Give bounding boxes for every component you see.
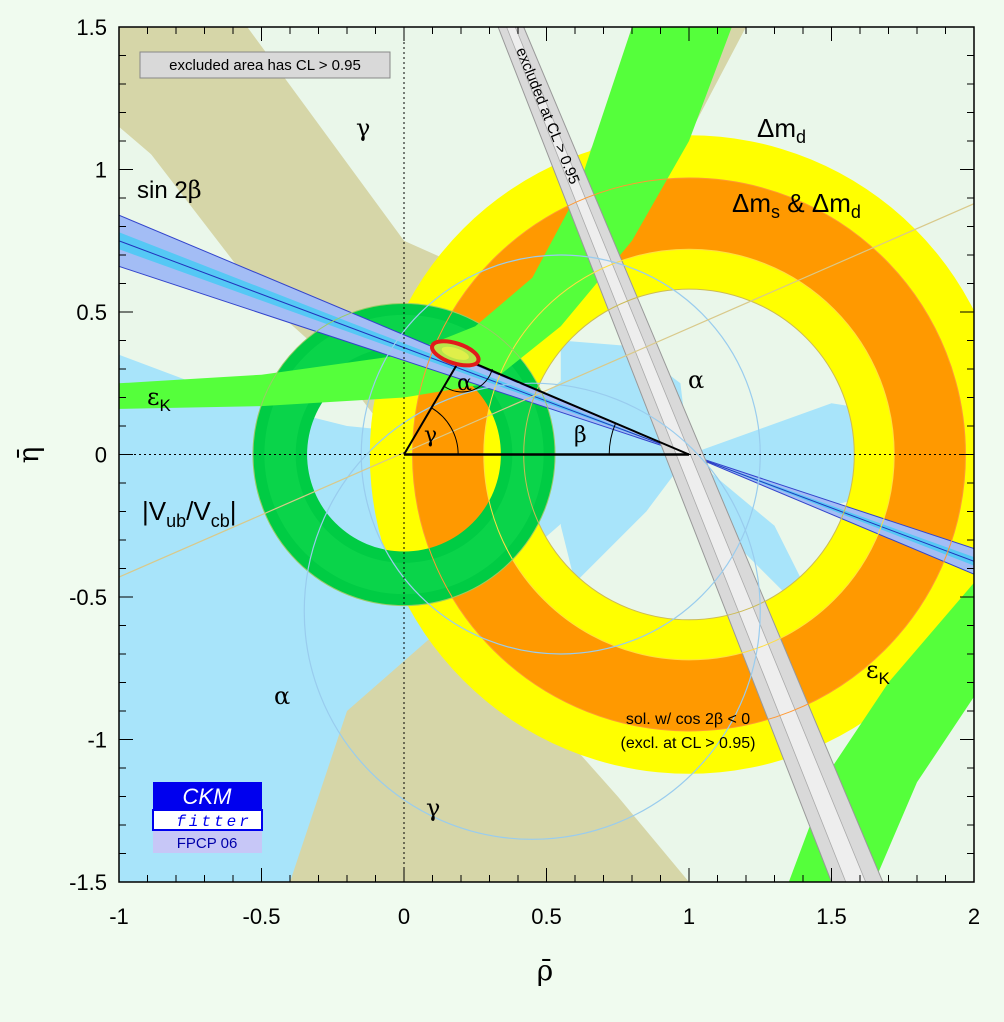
sin2beta-edge-line-0 — [119, 265, 974, 550]
x-tick-label: 0 — [398, 904, 410, 929]
triangle-left-side — [403, 357, 462, 456]
alpha-angle-label: α — [457, 371, 472, 396]
triangle-right-side — [460, 356, 690, 456]
sin2beta-center-line — [119, 240, 974, 562]
y-tick-label: 1 — [95, 158, 107, 183]
beta-angle-arc — [608, 423, 616, 455]
legend-note-text: excluded area has CL > 0.95 — [169, 57, 361, 74]
apex-cl-core — [441, 346, 469, 360]
gamma-contour-line — [119, 203, 974, 578]
y-tick-label: 1.5 — [76, 15, 107, 40]
sin2beta-wedge-inner — [119, 232, 974, 566]
logo-ckm-text: CKM — [183, 784, 233, 809]
cos2beta-solution-line2: (excl. at CL > 0.95) — [620, 735, 755, 752]
x-tick-label: 1 — [683, 904, 695, 929]
beta-angle-label: β — [574, 423, 587, 448]
plot-area — [119, 27, 974, 882]
alpha-label-right: α — [688, 366, 704, 394]
y-axis-label: η̄ — [12, 447, 45, 464]
ckmfitter-logo: CKM fitter FPCP 06 — [152, 782, 263, 853]
epsilon-k-upper-band — [119, 27, 732, 409]
legend-note: excluded area has CL > 0.95 — [139, 51, 391, 79]
y-tick-label: 0 — [95, 443, 107, 468]
legend-note-box — [139, 51, 391, 79]
logo-top-bar — [153, 782, 262, 810]
x-axis-label: ρ̄ — [537, 954, 553, 987]
x-tick-label: 1.5 — [816, 904, 847, 929]
alpha-region-right — [689, 454, 818, 612]
alpha-region-main — [119, 354, 974, 882]
alpha-label-bottom: α — [274, 682, 290, 710]
axis-ticks — [118, 26, 975, 883]
unitarity-triangle — [403, 356, 690, 456]
logo-middle-bar — [152, 809, 263, 831]
epsilon-k-label-left: εK — [147, 383, 171, 415]
gamma-label-top: γ — [356, 114, 370, 142]
alpha-angle-arc — [443, 368, 493, 393]
gamma-label-bottom: γ — [426, 794, 440, 822]
logo-fitter-text: fitter — [176, 813, 252, 831]
axis-tick-labels: -1 -0.5 0 0.5 1 1.5 2-1.5-1-0.500.511.5 — [69, 15, 980, 929]
x-tick-label: -0.5 — [243, 904, 281, 929]
gamma-angle-arc — [431, 407, 459, 455]
gamma-angle-label: γ — [424, 423, 437, 448]
x-tick-label: 0.5 — [531, 904, 562, 929]
sin2beta-label: sin 2β — [137, 176, 202, 204]
alpha-contour-circle-1 — [303, 382, 761, 840]
delta-md-label: Δmd — [757, 113, 806, 147]
x-tick-label: -1 — [109, 904, 129, 929]
delta-ms-label: Δms & Δmd — [732, 188, 861, 222]
y-tick-label: 0.5 — [76, 300, 107, 325]
x-tick-label: 2 — [968, 904, 980, 929]
y-tick-label: -1.5 — [69, 870, 107, 895]
gamma-region-top-core — [119, 27, 746, 426]
apex-region — [430, 339, 481, 368]
y-tick-label: -0.5 — [69, 585, 107, 610]
vub-vcb-label: |Vub/Vcb| — [142, 496, 237, 531]
y-tick-label: -1 — [87, 728, 107, 753]
logo-fpcp-text: FPCP 06 — [177, 835, 238, 852]
cos2beta-solution-line1: sol. w/ cos 2β < 0 — [626, 711, 750, 728]
logo-bottom-bar — [153, 831, 262, 853]
epsilon-k-label-right: εK — [866, 656, 890, 688]
